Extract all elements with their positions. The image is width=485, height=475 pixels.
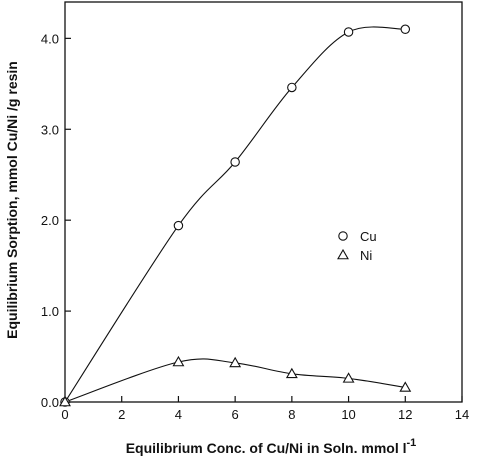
y-axis: 0.0 1.0 2.0 3.0 4.0 — [41, 31, 71, 410]
ni-point — [59, 395, 71, 407]
ni-point — [399, 381, 412, 392]
x-axis-title: Equilibrium Conc. of Cu/Ni in Soln. mmol… — [126, 437, 417, 456]
x-axis-title-superscript: -1 — [407, 437, 417, 449]
y-axis-title: Equilibrium Sorption, mmol Cu/Ni /g resi… — [4, 61, 20, 339]
x-tick-label: 0 — [61, 407, 68, 422]
cu-point — [230, 157, 240, 167]
x-tick-label: 8 — [288, 407, 295, 422]
cu-legend-marker — [338, 231, 348, 241]
x-axis: 0 2 4 6 8 10 12 14 — [61, 396, 469, 422]
x-tick-label: 12 — [398, 407, 412, 422]
cu-point — [343, 27, 354, 37]
x-axis-title-text: Equilibrium Conc. of Cu/Ni in Soln. mmol… — [126, 440, 407, 456]
y-tick-label: 2.0 — [41, 213, 59, 228]
ni-point — [342, 372, 355, 383]
series-curves — [64, 26, 406, 403]
x-tick-label: 4 — [175, 407, 182, 422]
ni-legend-marker — [337, 248, 349, 260]
x-tick-label: 14 — [455, 407, 469, 422]
ni-point — [229, 356, 242, 368]
x-tick-label: 2 — [118, 407, 125, 422]
series-markers — [59, 24, 412, 407]
plot-frame — [64, 1, 463, 403]
cu-point — [400, 24, 411, 35]
y-tick-label: 4.0 — [41, 31, 59, 46]
cu-legend-label: Cu — [360, 229, 377, 244]
y-tick-label: 3.0 — [41, 122, 59, 137]
ni-point — [172, 355, 185, 367]
y-tick-label: 0.0 — [41, 395, 59, 410]
legend: Cu Ni — [337, 229, 377, 263]
x-tick-label: 6 — [232, 407, 239, 422]
x-tick-label: 10 — [341, 407, 355, 422]
y-tick-label: 1.0 — [41, 304, 59, 319]
ni-legend-label: Ni — [360, 248, 372, 263]
cu-point — [173, 220, 184, 231]
cu-curve — [64, 26, 406, 403]
ni-point — [285, 367, 298, 379]
cu-point — [287, 82, 297, 93]
